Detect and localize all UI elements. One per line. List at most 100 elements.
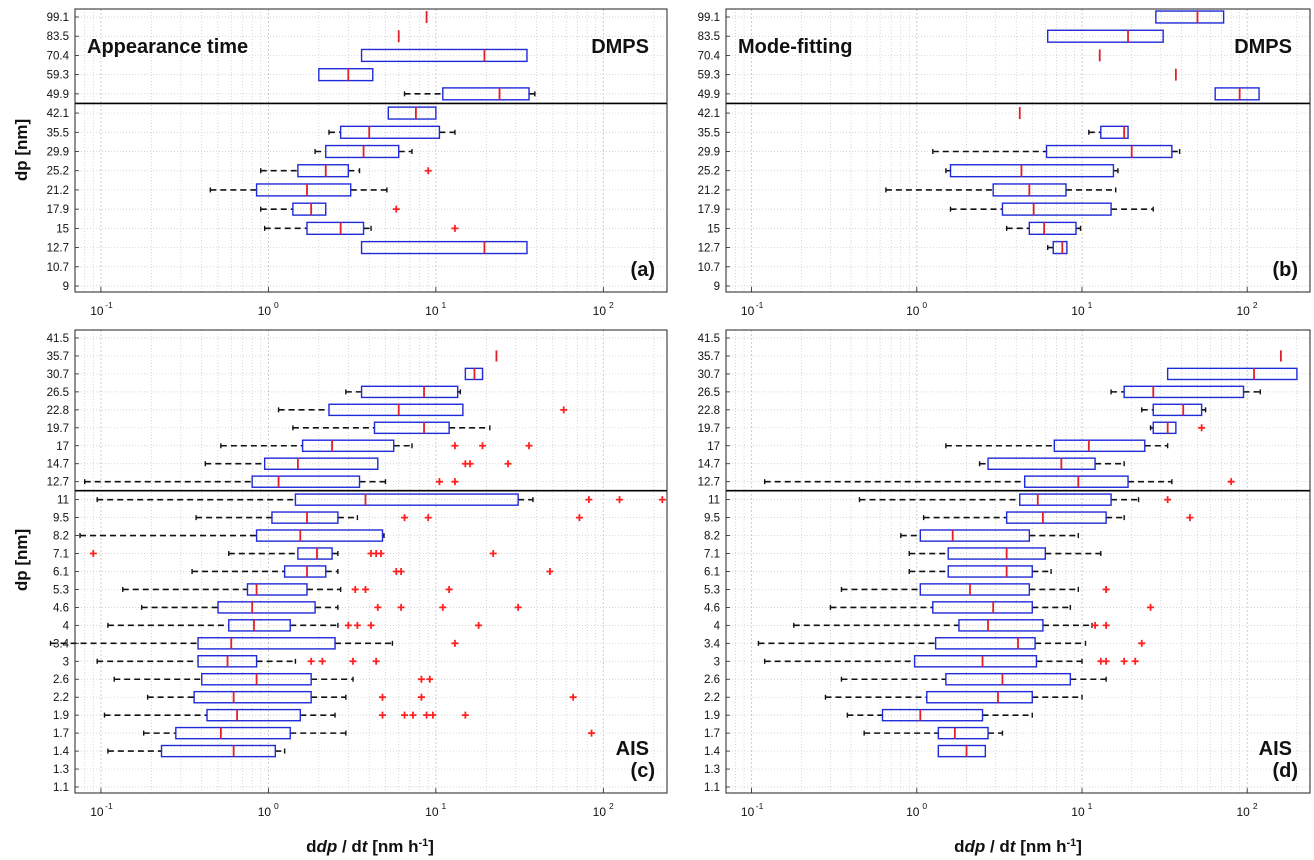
outlier-point [1164,496,1172,504]
y-tick-label: 30.7 [47,369,69,381]
x-axis-label-part: -1 [418,837,428,849]
outlier-point [1138,639,1146,647]
box-iqr [934,637,1036,650]
y-tick-label: 41.5 [47,333,69,345]
box-row [84,475,459,488]
box-row [464,367,484,381]
panel-b: 99.1 83.5 70.4 59.3 49.9 42.1 35.5 29.9 25.2 21.2… [698,8,1311,318]
y-tick-label: 2.2 [704,692,720,704]
x-axis-label: ddp / dt [nm h-1] [306,837,434,856]
box-row [113,672,434,686]
plot-area [75,330,667,793]
box-row [277,403,568,417]
outlier-point [89,550,97,558]
box-row [829,601,1155,614]
panel-d: 41.5 35.7 30.7 26.5 22.8 19.7 17 14.7 12.7 11 9.5 8… [698,329,1311,819]
box-row [1005,221,1082,236]
box-iqr [442,87,530,101]
box-iqr [246,583,308,596]
y-tick-label: 9.5 [53,513,69,525]
box-row [757,637,1146,650]
x-tick-label: 10 [1237,304,1251,318]
box-row [403,87,536,101]
box-row [142,726,596,740]
box-row [1155,10,1225,24]
box-iqr [945,672,1072,686]
box-row [1166,367,1298,381]
y-tick-label: 17 [56,441,69,453]
outlier-point [1198,424,1206,432]
outlier-point [569,693,577,701]
y-tick-label: 6.1 [53,566,69,578]
box-iqr [360,385,459,399]
y-tick-label: 12.7 [47,243,69,255]
box-row [96,655,380,668]
box-iqr [947,565,1033,578]
x-tick-exponent: 1 [441,801,446,811]
y-tick-label: 1.4 [53,746,70,758]
plot-frame [725,329,1311,794]
outlier-point [475,621,483,629]
y-tick-label: 9 [714,281,720,293]
y-tick-label: 10.7 [698,262,720,274]
y-tick-label: 17.9 [698,204,720,216]
box-row [945,164,1119,178]
box-row [328,125,456,139]
box-row [1149,421,1206,435]
box-iqr [1152,403,1203,417]
box-row [763,655,1139,668]
box-row [840,672,1107,686]
box-row [900,529,1080,542]
outlier-point [344,621,352,629]
y-tick-label: 70.4 [47,50,70,62]
outlier-point [349,657,357,665]
panel-title-left: Mode-fitting [738,36,852,58]
x-tick-label: 10 [741,304,755,318]
outlier-point [435,478,443,486]
y-tick-label: 83.5 [47,31,69,43]
box-iqr [263,457,379,470]
y-tick-label: 59.3 [698,70,720,82]
box-iqr [228,619,291,632]
boxplot-marks [209,11,536,255]
outlier-point [575,514,583,522]
outlier-point [401,711,409,719]
outlier-point [451,478,459,486]
box-iqr [193,690,312,704]
y-tick-label: 6.1 [704,566,720,578]
box-iqr [1152,421,1177,435]
box-iqr [294,493,519,506]
plot-area [75,9,667,292]
box-row [949,202,1154,216]
x-tick-exponent: -1 [756,300,764,310]
box-iqr [937,726,989,740]
x-axis-label-part: t [362,837,369,856]
x-tick-exponent: 1 [1088,300,1093,310]
outlier-point [479,442,487,450]
plot-area [726,9,1310,292]
x-tick-label: 10 [90,304,104,318]
outlier-point [616,496,624,504]
box-iqr [919,583,1031,596]
outlier-point [1186,514,1194,522]
x-axis-label-part: ] [428,837,434,856]
x-tick-exponent: 0 [922,801,927,811]
y-tick-label: 14.7 [698,459,720,471]
box-iqr [949,164,1115,178]
outlier-point [658,496,666,504]
box-iqr [197,637,336,650]
outlier-point [451,442,459,450]
box-iqr [301,439,395,453]
box-row [79,529,385,542]
box-row [1046,29,1164,43]
box-row [937,744,987,758]
box-iqr [1214,87,1260,101]
box-row [824,690,1083,704]
y-tick-label: 49.9 [47,89,69,101]
panel-label: (b) [1272,259,1298,281]
box-iqr [360,48,528,63]
outlier-point [361,585,369,593]
box-row [932,144,1181,159]
box-iqr [255,529,384,542]
boxplot-marks [757,350,1298,758]
